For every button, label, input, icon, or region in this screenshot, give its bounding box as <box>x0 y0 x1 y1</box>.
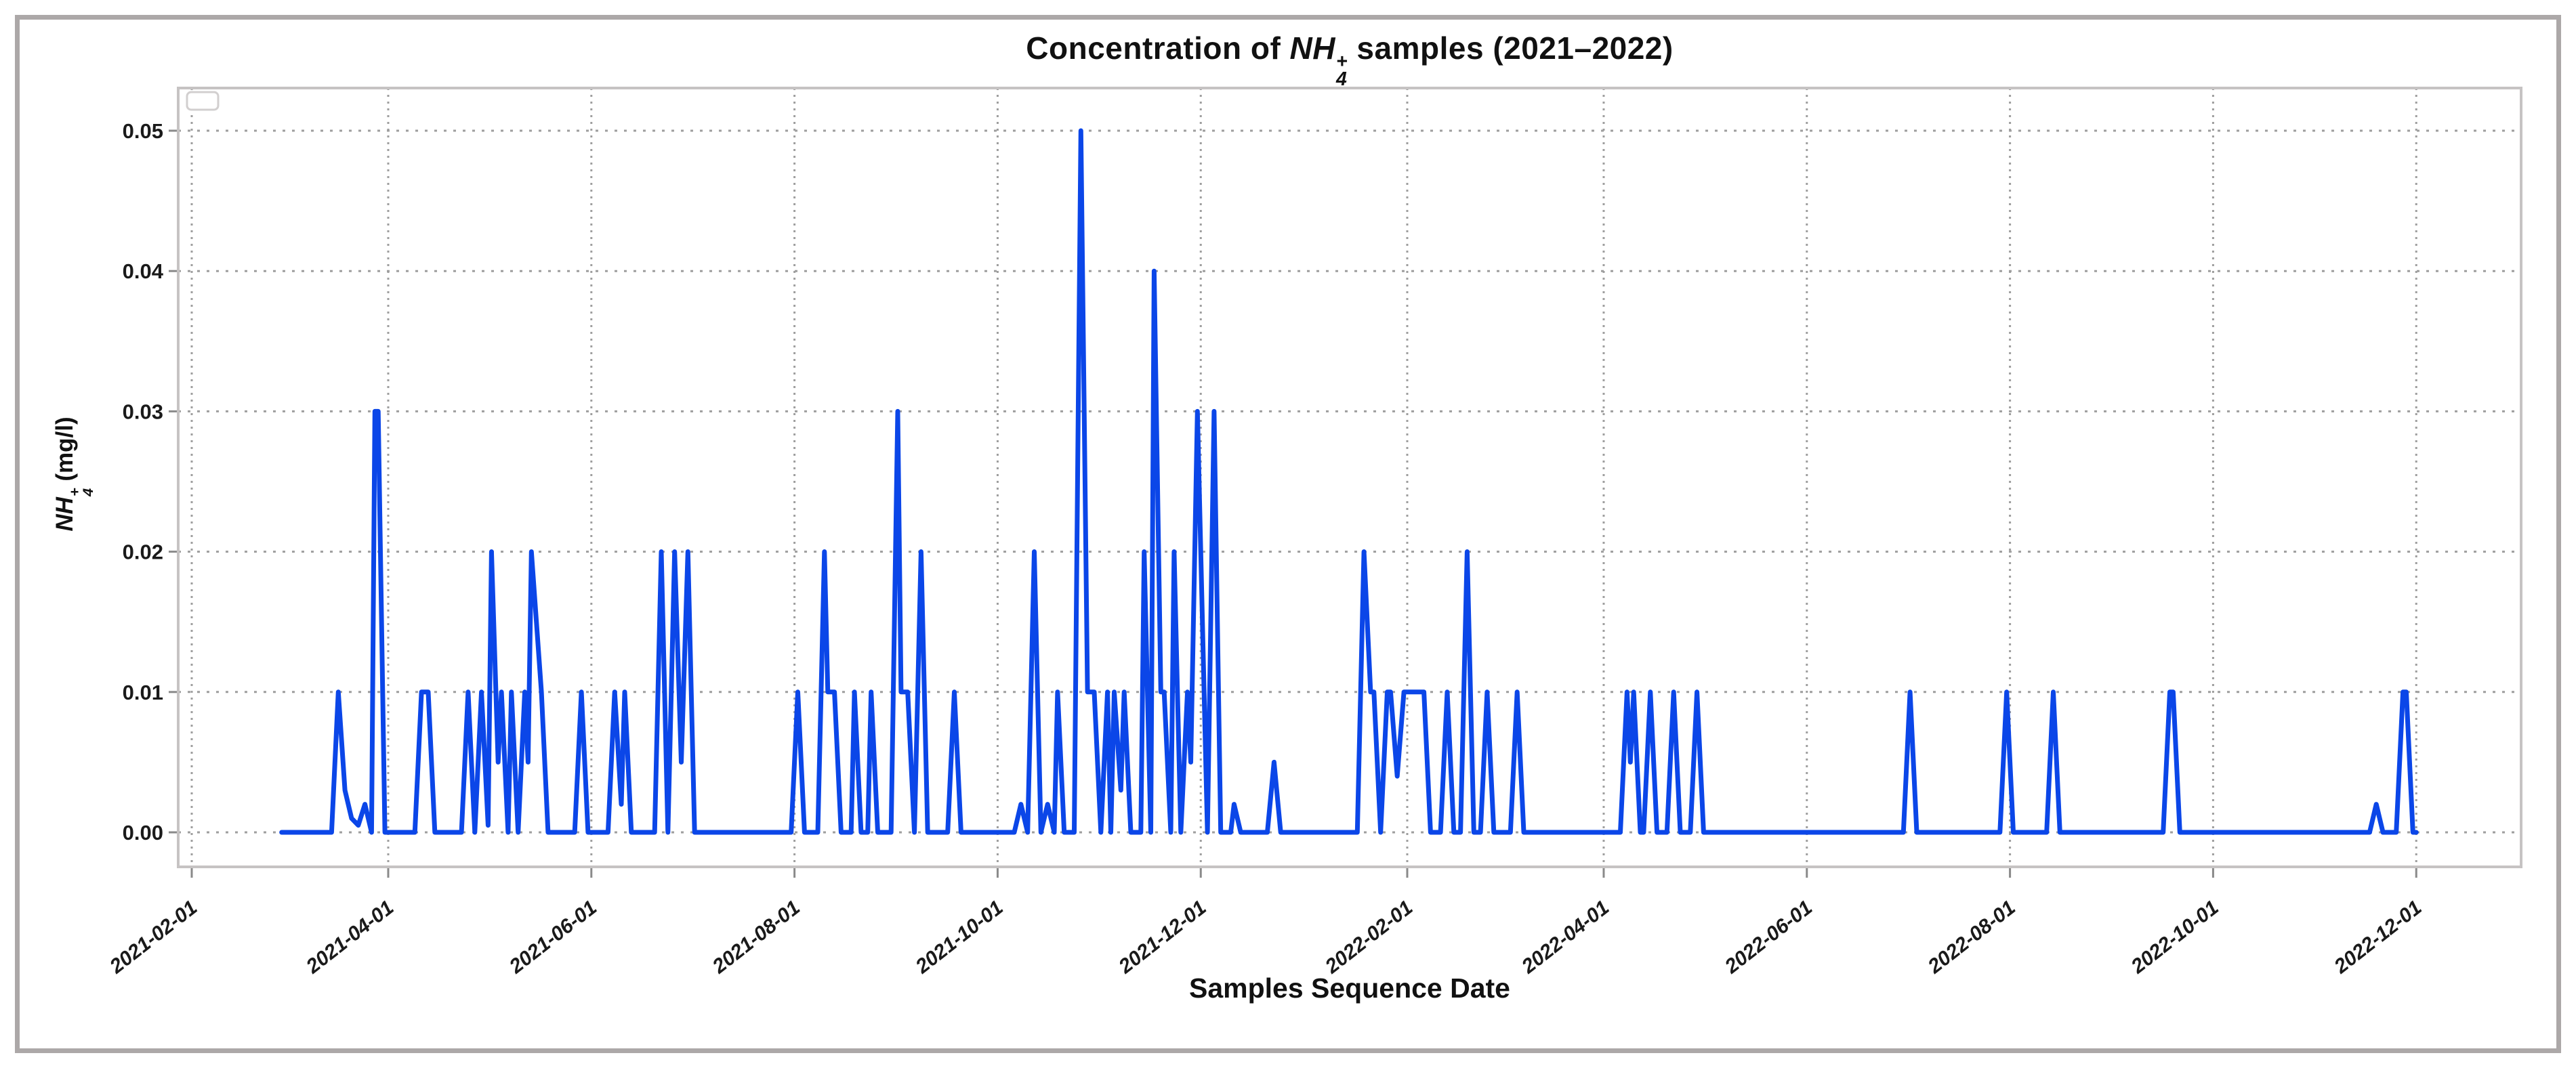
formula-sub: 4 <box>1336 68 1348 91</box>
title-formula: NH +4 <box>1289 30 1348 89</box>
y-tick-label: 0.00 <box>123 821 163 845</box>
formula-sup: + <box>1336 50 1348 72</box>
legend-box <box>186 91 220 111</box>
x-tick-label: 2021-04-01 <box>302 897 398 979</box>
x-tick-label: 2022-06-01 <box>1720 897 1816 979</box>
x-tick-label: 2022-02-01 <box>1321 897 1417 979</box>
concentration-line <box>279 128 2419 835</box>
formula-base: NH <box>1289 30 1335 66</box>
y-tick-label: 0.03 <box>123 400 163 423</box>
x-tick-label: 2022-08-01 <box>1924 897 2020 979</box>
x-tick-label: 2022-12-01 <box>2329 897 2426 979</box>
chart-title: Concentration of NH +4 samples (2021–2022… <box>178 30 2521 89</box>
y-axis-label: NH +4 (mg/l) <box>51 416 96 532</box>
x-tick-label: 2021-10-01 <box>911 897 1007 979</box>
x-tick-label: 2022-04-01 <box>1517 897 1613 979</box>
x-tick-label: 2021-08-01 <box>708 897 804 979</box>
y-tick-label: 0.01 <box>123 681 163 704</box>
y-tick-label: 0.05 <box>123 119 163 143</box>
ylabel-formula-base: NH <box>51 497 79 532</box>
axes-spines <box>177 87 2522 868</box>
ylabel-formula-sub: 4 <box>79 488 96 497</box>
title-prefix: Concentration of <box>1026 30 1290 66</box>
y-tick-label: 0.02 <box>123 540 163 564</box>
ylabel-formula: NH +4 <box>51 488 96 532</box>
x-tick-label: 2021-02-01 <box>105 897 201 979</box>
ylabel-suffix: (mg/l) <box>51 416 79 488</box>
ylabel-formula-subsup: +4 <box>66 488 96 497</box>
x-tick-label: 2021-06-01 <box>505 897 601 979</box>
x-tick-label: 2022-10-01 <box>2127 897 2223 979</box>
title-suffix: samples (2021–2022) <box>1348 30 1674 66</box>
x-tick-label: 2021-12-01 <box>1115 897 1211 979</box>
y-tick-label: 0.04 <box>123 259 164 283</box>
formula-subsup: +4 <box>1336 50 1348 91</box>
x-axis-label: Samples Sequence Date <box>1189 973 1510 1004</box>
